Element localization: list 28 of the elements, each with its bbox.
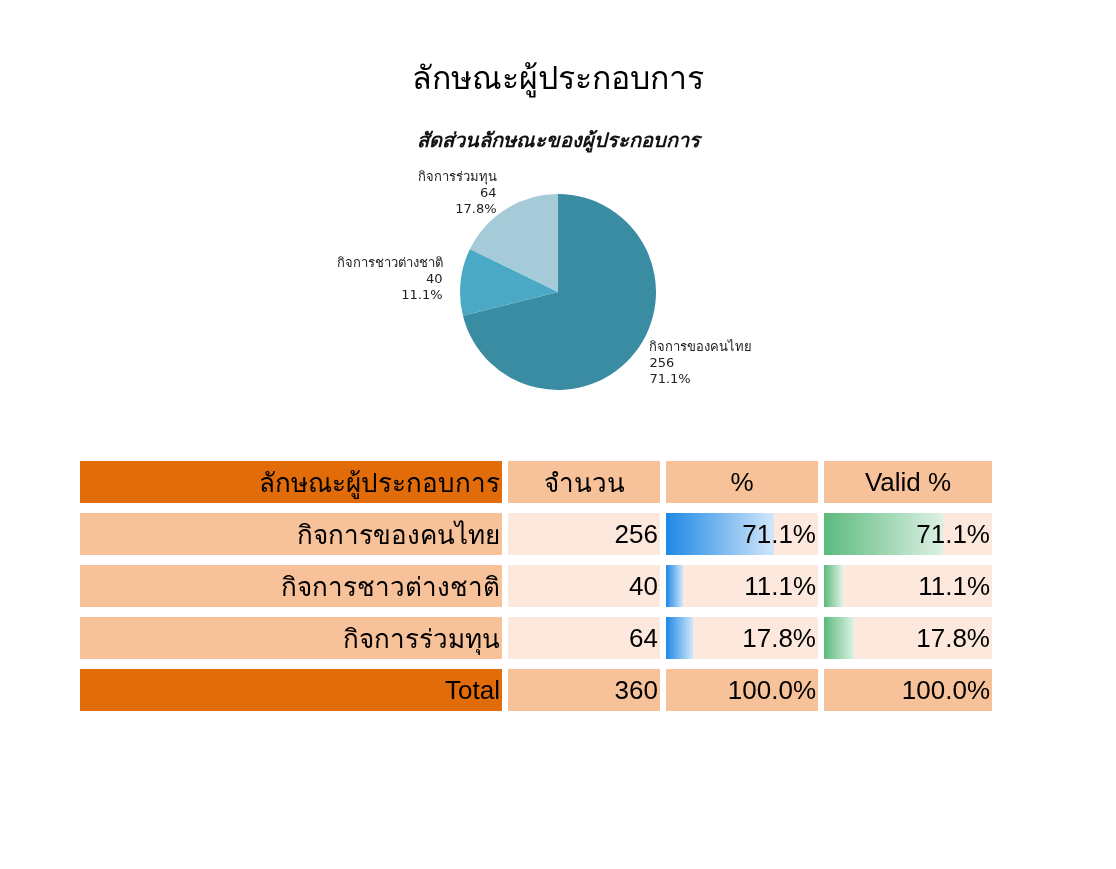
data-label: 256 71.1% — [649, 354, 691, 386]
data-label: 40 11.1% — [401, 271, 443, 303]
slice-label: กิจการชาวต่างชาติ — [336, 255, 443, 271]
slice-label: กิจการร่วมทุน — [417, 169, 497, 185]
slice-label: กิจการของคนไทย — [649, 338, 753, 354]
chart-subtitle: สัดส่วนลักษณะของผู้ประกอบการ — [416, 128, 703, 154]
category-label: กิจการชาวต่างชาติ — [281, 571, 500, 602]
series-label: Valid % — [864, 466, 952, 497]
data-label: 360 — [614, 674, 658, 705]
data-label: 11.1% — [918, 570, 990, 601]
data-label: 100.0% — [901, 674, 990, 705]
data-label: 11.1% — [744, 570, 816, 601]
data-label: 40 — [629, 570, 658, 601]
series-label: จำนวน — [543, 467, 625, 498]
data-label: 64 — [629, 622, 658, 653]
data-label: 17.8% — [742, 622, 816, 653]
category-label: Total — [445, 674, 500, 705]
data-label: 71.1% — [916, 518, 990, 549]
category-label: กิจการของคนไทย — [297, 519, 500, 550]
data-label: 100.0% — [727, 674, 816, 705]
data-label: 71.1% — [742, 518, 816, 549]
series-label: % — [730, 466, 754, 497]
chart-title: ลักษณะผู้ประกอบการ — [411, 58, 705, 100]
data-label: 64 17.8% — [455, 185, 497, 216]
legend-title: ลักษณะผู้ประกอบการ — [259, 467, 500, 498]
category-label: กิจการร่วมทุน — [343, 623, 500, 654]
data-label: 256 — [614, 518, 658, 549]
data-label: 17.8% — [916, 622, 990, 653]
